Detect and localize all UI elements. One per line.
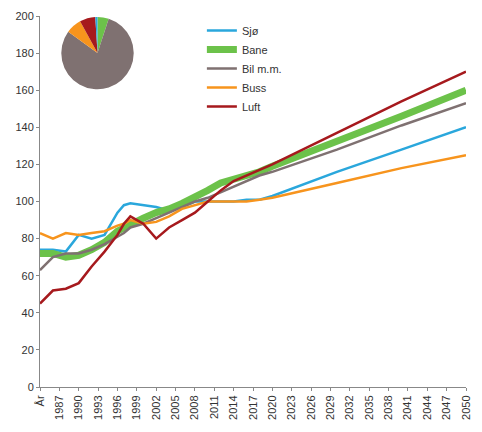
svg-text:140: 140 [15,121,33,133]
svg-text:2017: 2017 [247,395,259,419]
svg-text:100: 100 [15,195,33,207]
svg-text:1990: 1990 [72,395,84,419]
svg-text:60: 60 [22,270,34,282]
svg-text:2050: 2050 [460,395,472,419]
svg-text:20: 20 [22,344,34,356]
svg-text:2005: 2005 [169,395,181,419]
svg-text:120: 120 [15,158,33,170]
svg-text:0: 0 [28,381,34,393]
svg-text:2002: 2002 [150,395,162,419]
svg-text:200: 200 [15,10,33,22]
svg-text:80: 80 [22,232,34,244]
svg-text:180: 180 [15,47,33,59]
svg-text:2008: 2008 [188,395,200,419]
svg-text:2020: 2020 [266,395,278,419]
svg-text:2032: 2032 [343,395,355,419]
svg-text:2026: 2026 [305,395,317,419]
svg-text:1996: 1996 [111,395,123,419]
svg-text:År: År [34,395,46,406]
svg-text:2023: 2023 [285,395,297,419]
svg-text:Luft: Luft [242,101,260,113]
svg-text:Sjø: Sjø [242,25,259,37]
svg-text:Buss: Buss [242,82,267,94]
svg-text:2044: 2044 [421,395,433,419]
svg-text:1993: 1993 [92,395,104,419]
svg-text:1987: 1987 [53,395,65,419]
svg-text:2011: 2011 [208,395,220,419]
svg-text:40: 40 [22,307,34,319]
svg-text:2038: 2038 [382,395,394,419]
svg-text:2041: 2041 [401,395,413,419]
svg-text:Bil m.m.: Bil m.m. [242,63,282,75]
svg-text:160: 160 [15,84,33,96]
svg-text:1999: 1999 [130,395,142,419]
svg-text:2014: 2014 [227,395,239,419]
svg-text:Bane: Bane [242,44,268,56]
svg-text:2047: 2047 [440,395,452,419]
svg-text:2035: 2035 [363,395,375,419]
svg-text:2029: 2029 [324,395,336,419]
